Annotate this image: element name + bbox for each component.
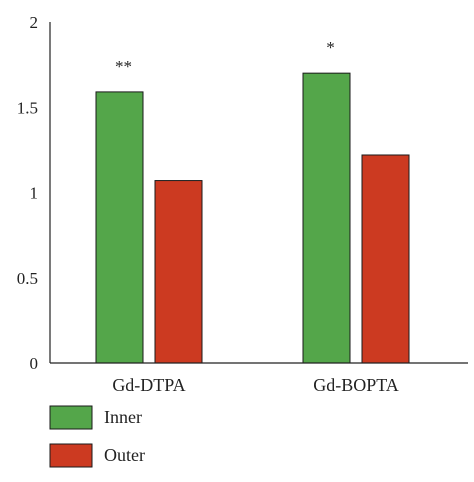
bar-outer-gd-dtpa bbox=[154, 180, 203, 364]
significance-annotations: *** bbox=[115, 38, 335, 76]
x-category-label: Gd-DTPA bbox=[112, 375, 185, 395]
y-tick-label: 1.5 bbox=[17, 98, 38, 117]
bars bbox=[95, 72, 410, 364]
y-tick-label: 2 bbox=[30, 13, 39, 32]
bar-outer-gd-bopta bbox=[361, 154, 410, 364]
y-tick-label: 0.5 bbox=[17, 269, 38, 288]
legend-swatch-outer bbox=[49, 443, 93, 468]
significance-marker: * bbox=[326, 38, 335, 57]
y-tick-label: 0 bbox=[30, 354, 39, 373]
y-tick-label: 1 bbox=[30, 184, 39, 203]
bar-inner-gd-bopta bbox=[302, 72, 351, 364]
legend: Inner Outer bbox=[49, 405, 145, 468]
x-axis: Gd-DTPA Gd-BOPTA bbox=[50, 362, 468, 395]
legend-swatch-inner bbox=[49, 405, 93, 430]
legend-label-outer: Outer bbox=[104, 445, 145, 465]
legend-label-inner: Inner bbox=[104, 407, 142, 427]
bar-inner-gd-dtpa bbox=[95, 91, 144, 364]
x-category-label: Gd-BOPTA bbox=[313, 375, 399, 395]
significance-marker: ** bbox=[115, 57, 132, 76]
y-axis: 0 0.5 1 1.5 2 bbox=[17, 13, 51, 373]
